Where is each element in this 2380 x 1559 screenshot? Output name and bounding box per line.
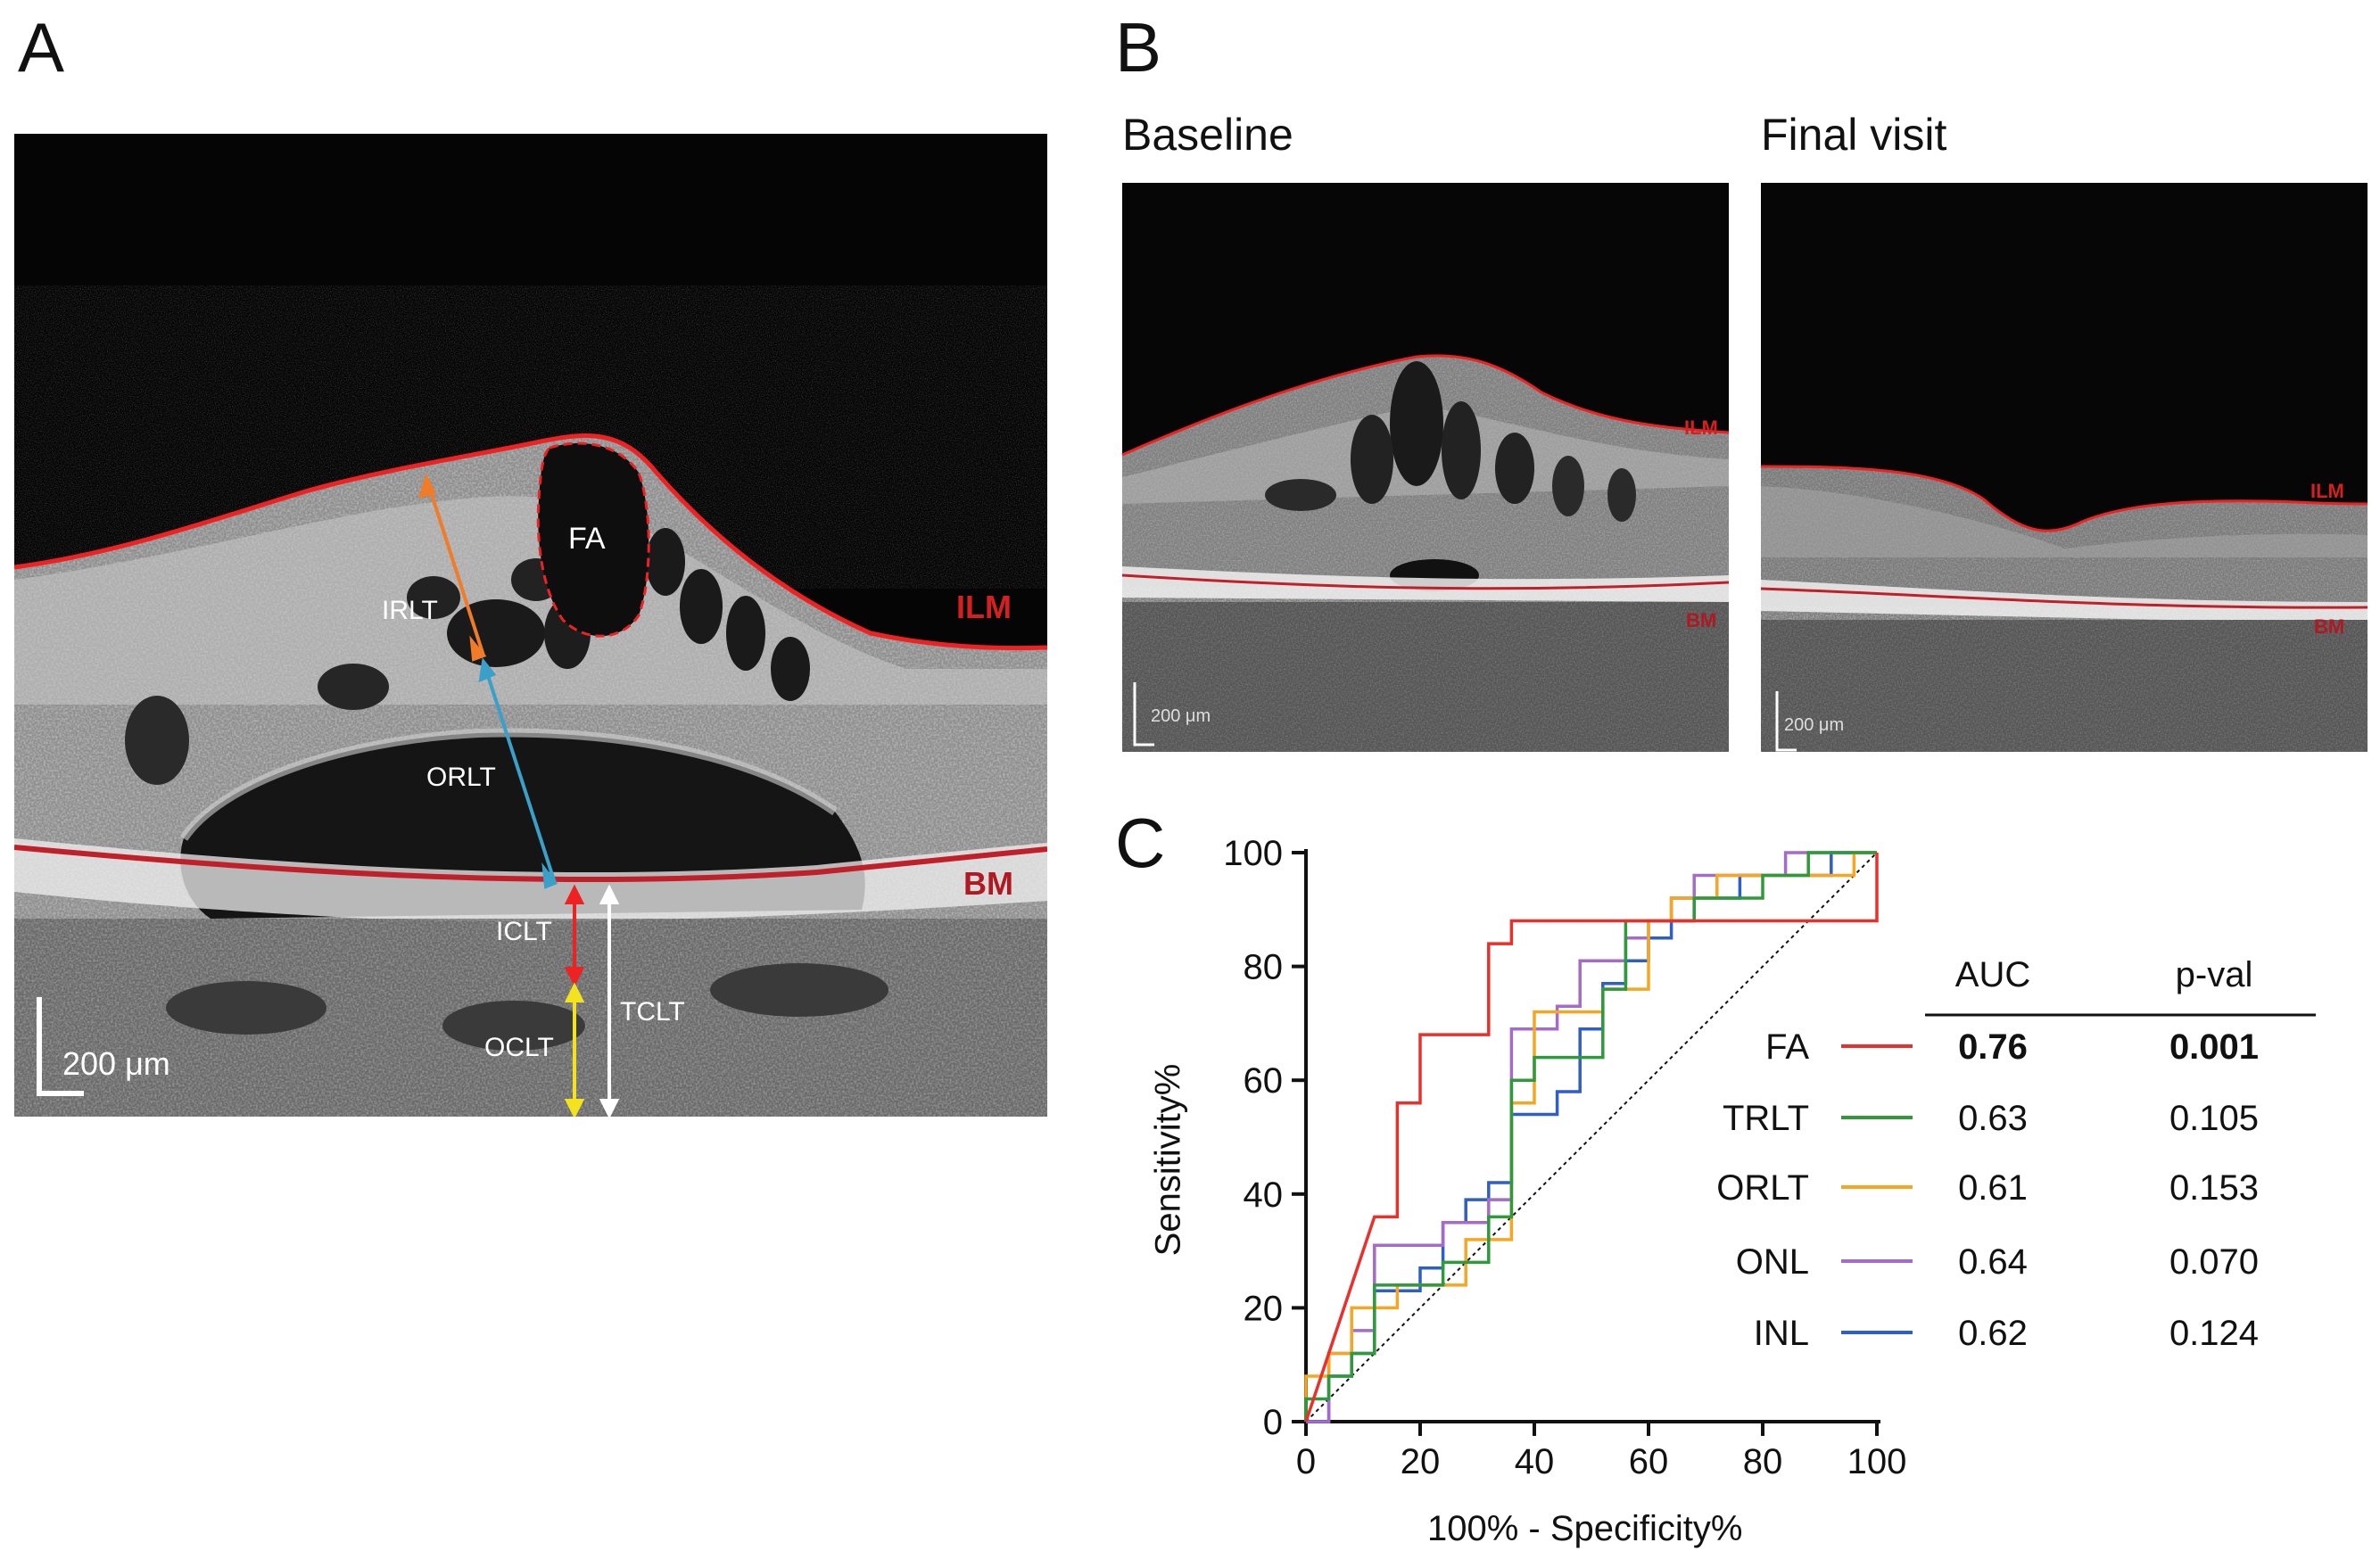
auc-value-trlt: 0.63 (1958, 1099, 2028, 1138)
x-tick-label: 20 (1401, 1442, 1441, 1481)
pval-value-trlt: 0.105 (2169, 1099, 2259, 1138)
final-visit-oct-image (1760, 183, 2368, 752)
pval-value-orlt: 0.153 (2169, 1168, 2259, 1208)
y-tick-label: 0 (1263, 1403, 1283, 1442)
irlt-label: IRLT (382, 596, 438, 625)
panel-a-oct-image (14, 134, 1047, 1117)
roc-curve-fa (1304, 853, 1879, 1423)
baseline-scale-label: 200 μm (1151, 706, 1211, 726)
pval-value-onl: 0.070 (2169, 1242, 2259, 1282)
roc-curve-trlt (1304, 851, 1877, 1422)
scale-label-a: 200 μm (62, 1045, 170, 1082)
baseline-ilm-label: ILM (1684, 417, 1718, 439)
baseline-title: Baseline (1122, 110, 1293, 160)
y-tick-label: 40 (1244, 1175, 1284, 1215)
y-tick-label: 20 (1244, 1289, 1284, 1328)
final-ilm-label: ILM (2310, 480, 2344, 502)
y-tick-label: 80 (1244, 948, 1284, 987)
pval-value-inl: 0.124 (2169, 1314, 2259, 1353)
baseline-oct-image (1121, 183, 1730, 752)
table-header-auc: AUC (1955, 955, 2030, 994)
final-bm-label: BM (2314, 615, 2345, 638)
irlt-arrow (418, 473, 487, 662)
fa-label: FA (568, 522, 606, 556)
roc-reference (1305, 852, 1878, 1423)
legend-name-orlt: ORLT (1716, 1168, 1809, 1208)
legend-name-onl: ONL (1736, 1242, 1809, 1282)
x-tick-label: 100 (1847, 1442, 1907, 1481)
legend-name-fa: FA (1765, 1027, 1809, 1067)
y-tick-label: 60 (1244, 1061, 1284, 1101)
orlt-arrow (478, 657, 558, 889)
y-tick-label: 100 (1223, 834, 1283, 873)
ilm-label: ILM (956, 589, 1012, 625)
panel-a-letter: A (18, 8, 65, 87)
bm-label: BM (963, 865, 1013, 902)
roc-axes: 0 20 40 60 80 100 0 20 40 60 80 100 (1223, 834, 1906, 1481)
tclt-arrow (599, 884, 620, 1117)
panel-b-letter: B (1115, 8, 1162, 87)
legend-name-trlt: TRLT (1723, 1099, 1809, 1138)
auc-value-inl: 0.62 (1958, 1314, 2028, 1353)
baseline-bm-label: BM (1686, 609, 1717, 631)
oclt-label: OCLT (484, 1033, 554, 1062)
roc-y-axis-label: Sensitivity% (1148, 1063, 1188, 1257)
legend-name-inl: INL (1754, 1314, 1809, 1353)
auc-value-fa: 0.76 (1958, 1027, 2028, 1067)
final-visit-title: Final visit (1761, 110, 1947, 160)
final-scale-label: 200 μm (1784, 715, 1845, 735)
x-tick-label: 0 (1296, 1442, 1316, 1481)
roc-series-group (1304, 851, 1879, 1423)
panel-c-letter: C (1115, 804, 1166, 882)
x-tick-label: 60 (1629, 1442, 1669, 1481)
auc-value-onl: 0.64 (1958, 1242, 2028, 1282)
table-header-pval: p-val (2176, 955, 2253, 994)
reference-diagonal (1305, 852, 1878, 1423)
x-tick-label: 40 (1515, 1442, 1555, 1481)
tclt-label: TCLT (620, 997, 685, 1027)
roc-legend: AUC p-val FA 0.76 0.001 TRLT 0.63 0.105 ORLT 0.61… (1716, 955, 2316, 1353)
iclt-arrow (564, 884, 585, 987)
oclt-arrow (564, 982, 585, 1117)
x-tick-label: 80 (1743, 1442, 1783, 1481)
auc-value-orlt: 0.61 (1958, 1168, 2028, 1208)
iclt-label: ICLT (496, 917, 552, 946)
pval-value-fa: 0.001 (2169, 1027, 2259, 1067)
orlt-label: ORLT (426, 763, 496, 792)
roc-x-axis-label: 100% - Specificity% (1427, 1509, 1743, 1548)
